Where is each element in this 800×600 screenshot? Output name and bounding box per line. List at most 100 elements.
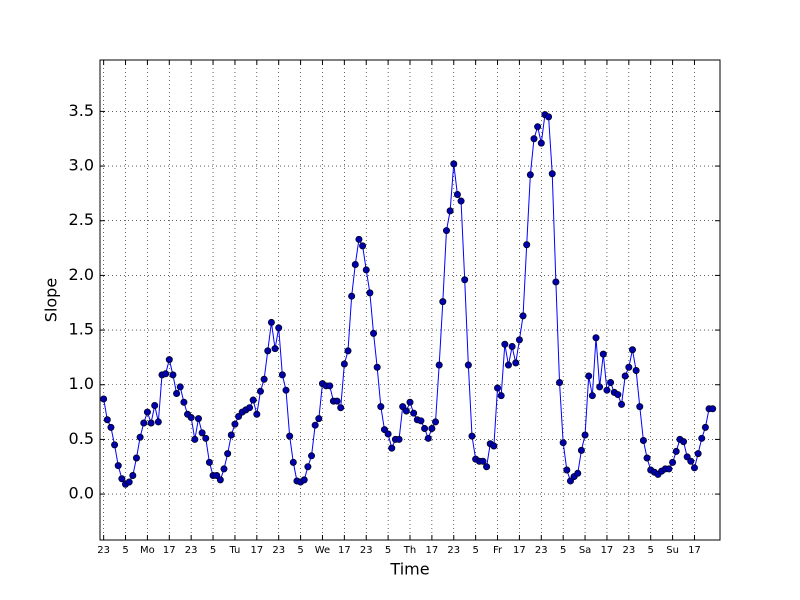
data-point	[563, 466, 571, 474]
x-tick-label: Sa	[579, 545, 591, 556]
data-point	[534, 123, 542, 131]
y-tick-label: 3.5	[69, 101, 94, 120]
data-point	[519, 312, 527, 320]
data-point	[636, 403, 644, 411]
data-point	[384, 430, 392, 438]
data-point	[497, 392, 505, 400]
data-point	[388, 444, 396, 452]
y-tick-label: 2.5	[69, 210, 94, 229]
data-point	[410, 409, 418, 417]
x-tick-label: 5	[560, 545, 566, 556]
data-point	[107, 423, 115, 431]
data-point	[625, 363, 633, 371]
data-point	[140, 419, 148, 427]
data-point	[351, 260, 359, 268]
data-point	[377, 403, 385, 411]
data-point	[428, 424, 436, 432]
data-point	[639, 437, 647, 445]
data-point	[680, 438, 688, 446]
x-axis-label: Time	[389, 560, 429, 579]
x-tick-label: 23	[360, 545, 373, 556]
data-point	[461, 276, 469, 284]
data-point	[442, 227, 450, 235]
data-point	[464, 361, 472, 369]
data-point	[205, 458, 213, 466]
data-point	[370, 329, 378, 337]
data-point	[132, 454, 140, 462]
data-point	[618, 400, 626, 408]
y-tick-label: 0.0	[69, 484, 94, 503]
data-point	[264, 347, 272, 355]
data-point	[665, 465, 673, 473]
data-point	[523, 241, 531, 249]
data-point	[227, 431, 235, 439]
data-point	[501, 340, 509, 348]
data-point	[333, 397, 341, 405]
x-tick-label: 17	[338, 545, 351, 556]
data-point	[432, 418, 440, 426]
data-point	[355, 235, 363, 243]
data-point	[344, 347, 352, 355]
data-point	[556, 379, 564, 387]
data-point	[494, 384, 502, 392]
data-point	[308, 452, 316, 460]
data-point	[701, 423, 709, 431]
data-point	[453, 190, 461, 198]
data-point	[596, 383, 604, 391]
data-point	[632, 367, 640, 375]
x-tick-label: 5	[472, 545, 478, 556]
data-point	[129, 471, 137, 479]
x-tick-label: 23	[447, 545, 460, 556]
x-tick-label: 17	[601, 545, 614, 556]
data-point	[669, 458, 677, 466]
x-tick-label: 23	[622, 545, 635, 556]
data-point	[457, 197, 465, 205]
data-point	[173, 389, 181, 397]
data-point	[530, 135, 538, 143]
data-point	[588, 392, 596, 400]
data-point	[552, 278, 560, 286]
data-point	[348, 292, 356, 300]
data-point	[435, 361, 443, 369]
y-tick-label: 2.0	[69, 265, 94, 284]
data-point	[446, 207, 454, 215]
data-point	[249, 396, 257, 404]
data-point	[220, 465, 228, 473]
data-point	[603, 386, 611, 394]
y-tick-label: 1.0	[69, 374, 94, 393]
x-tick-label: 23	[97, 545, 110, 556]
data-point	[359, 242, 367, 250]
x-tick-label: 5	[385, 545, 391, 556]
data-point	[231, 420, 239, 428]
data-point	[483, 463, 491, 471]
data-point	[187, 414, 195, 422]
data-point	[402, 407, 410, 415]
data-point	[643, 454, 651, 462]
data-point	[490, 442, 498, 450]
data-point	[577, 446, 585, 454]
data-point	[224, 450, 232, 458]
data-point	[147, 419, 155, 427]
y-tick-label: 3.0	[69, 156, 94, 175]
x-tick-label: 17	[250, 545, 263, 556]
data-point	[154, 418, 162, 426]
data-point	[304, 463, 312, 471]
data-point	[198, 429, 206, 437]
data-point	[366, 289, 374, 297]
x-tick-label: Tu	[228, 545, 240, 556]
data-point	[256, 387, 264, 395]
x-tick-label: 17	[426, 545, 439, 556]
data-point	[450, 160, 458, 168]
data-point	[698, 434, 706, 442]
x-tick-label: Mo	[140, 545, 155, 556]
data-point	[395, 435, 403, 443]
data-point	[282, 386, 290, 394]
data-point	[100, 395, 108, 403]
data-point	[326, 382, 334, 390]
data-point	[180, 398, 188, 406]
data-point	[574, 469, 582, 477]
data-point	[300, 476, 308, 484]
data-point	[479, 457, 487, 465]
data-point	[537, 139, 545, 147]
